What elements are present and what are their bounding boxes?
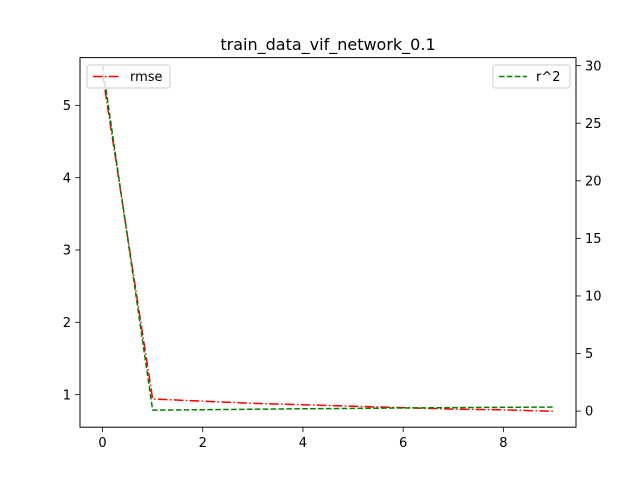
x-tick-label: 4 [299, 436, 307, 451]
y-tick-label: 3 [63, 244, 71, 259]
y2-tick-label: 25 [585, 117, 602, 132]
x-tick-label: 6 [399, 436, 407, 451]
y2-tick-label: 10 [585, 290, 602, 305]
x-tick-label: 8 [499, 436, 507, 451]
legend-label: rmse [130, 70, 163, 85]
legend-rmse: rmse [86, 64, 171, 89]
legend-label: r^2 [536, 70, 561, 85]
y-tick-label: 5 [63, 99, 71, 114]
series-lines [101, 65, 554, 413]
y2-tick-label: 20 [585, 174, 602, 189]
y2-tick-label: 0 [585, 405, 593, 420]
y2-tick-label: 15 [585, 232, 602, 247]
series-line-r2 [101, 65, 554, 411]
y-tick-label: 2 [63, 316, 71, 331]
legend-box [86, 64, 171, 89]
series-line-rmse [101, 74, 554, 413]
y-tick-label: 4 [63, 171, 71, 186]
y2-tick-label: 5 [585, 347, 593, 362]
y-tick-label: 1 [63, 388, 71, 403]
x-axis: 0 2 4 6 8 [98, 427, 507, 451]
plot-frame [79, 57, 577, 428]
x-tick-label: 2 [199, 436, 207, 451]
y-axis-right: 0 5 10 15 20 25 30 [576, 59, 602, 420]
y-axis-left: 1 2 3 4 5 [63, 99, 80, 403]
y2-tick-label: 30 [585, 59, 602, 74]
x-tick-label: 0 [98, 436, 106, 451]
legend-r2: r^2 [492, 64, 571, 89]
chart-title: train_data_vif_network_0.1 [220, 35, 435, 55]
legend-box [492, 64, 571, 89]
